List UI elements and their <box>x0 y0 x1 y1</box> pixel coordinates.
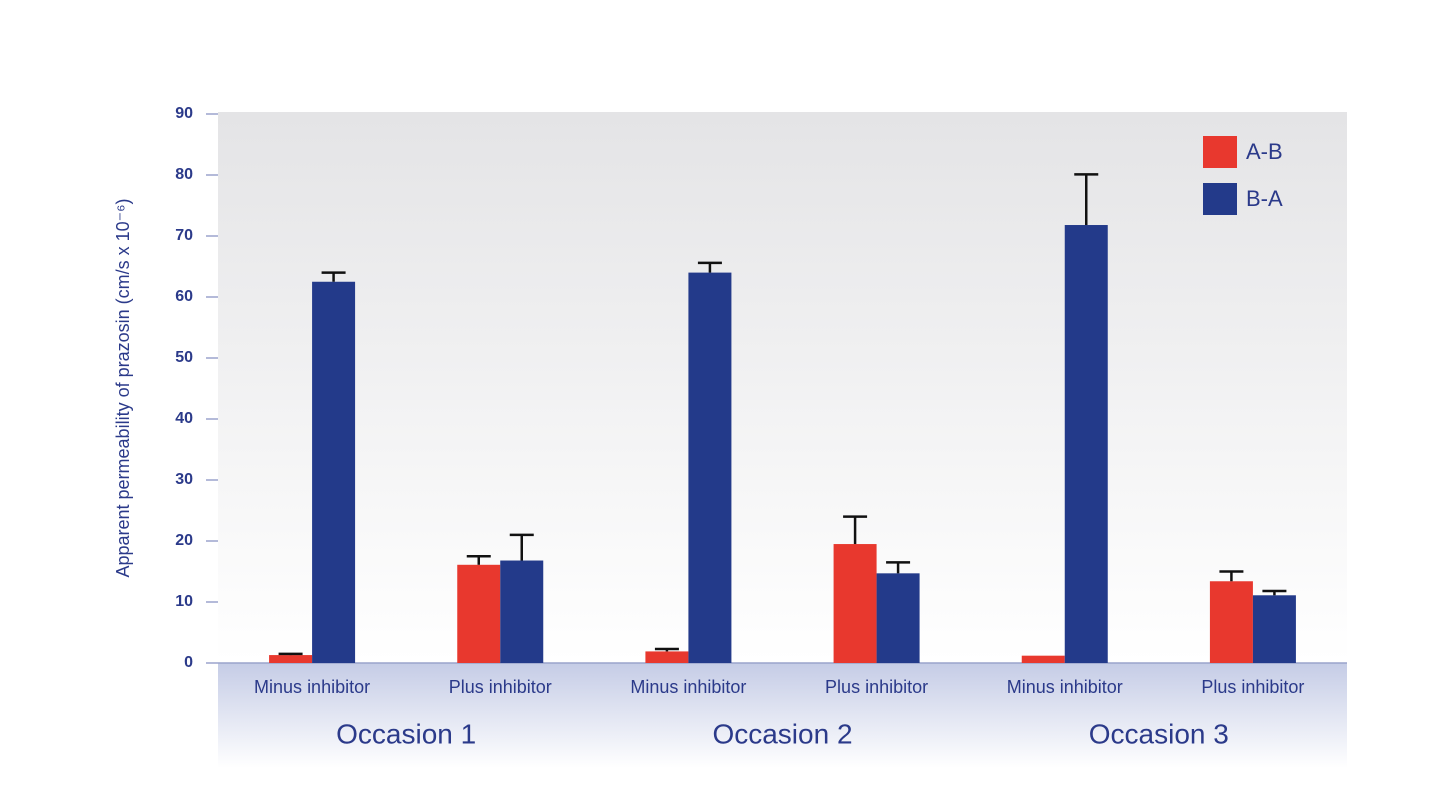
bar <box>1252 595 1296 663</box>
plot-area <box>218 112 1347 663</box>
error-bar <box>321 271 346 282</box>
error-bar <box>843 515 868 545</box>
group-label: Occasion 1 <box>336 718 476 749</box>
bar <box>645 651 689 663</box>
y-tick-label: 10 <box>175 593 193 610</box>
y-axis-label: Apparent permeability of prazosin (cm/s … <box>113 198 133 577</box>
error-bar <box>1219 570 1244 582</box>
error-bar <box>509 533 534 561</box>
bar <box>312 281 356 663</box>
x-tick-label: Plus inhibitor <box>825 677 928 697</box>
error-bar <box>654 647 679 652</box>
y-tick-label: 0 <box>184 654 193 671</box>
bar <box>688 272 732 663</box>
error-bar <box>1262 589 1287 596</box>
x-tick-label: Plus inhibitor <box>1201 677 1304 697</box>
legend-swatch <box>1203 136 1237 168</box>
error-bar <box>697 261 722 273</box>
y-tick-label: 40 <box>175 410 193 427</box>
bar <box>1209 581 1253 663</box>
bar <box>876 573 920 663</box>
x-tick-label: Plus inhibitor <box>449 677 552 697</box>
error-bar <box>886 561 911 574</box>
y-tick-label: 30 <box>175 471 193 488</box>
legend-label: A-B <box>1246 139 1283 164</box>
bar <box>1064 225 1108 663</box>
y-tick-label: 50 <box>175 349 193 366</box>
y-tick-label: 90 <box>175 105 193 122</box>
category-band <box>218 663 1347 768</box>
group-label: Occasion 2 <box>712 718 852 749</box>
bar <box>1021 655 1065 663</box>
x-tick-label: Minus inhibitor <box>1007 677 1123 697</box>
legend-label: B-A <box>1246 186 1283 211</box>
error-bar <box>466 555 491 565</box>
legend-swatch <box>1203 183 1237 215</box>
group-label: Occasion 3 <box>1089 718 1229 749</box>
error-bar <box>278 652 303 656</box>
error-bar <box>1074 173 1099 226</box>
y-tick-label: 60 <box>175 288 193 305</box>
x-tick-label: Minus inhibitor <box>630 677 746 697</box>
y-tick-label: 80 <box>175 166 193 183</box>
x-tick-label: Minus inhibitor <box>254 677 370 697</box>
bar <box>269 655 313 663</box>
y-tick-label: 20 <box>175 532 193 549</box>
y-tick-label: 70 <box>175 227 193 244</box>
bar <box>833 544 877 663</box>
bar <box>457 564 501 663</box>
bar <box>500 560 544 663</box>
